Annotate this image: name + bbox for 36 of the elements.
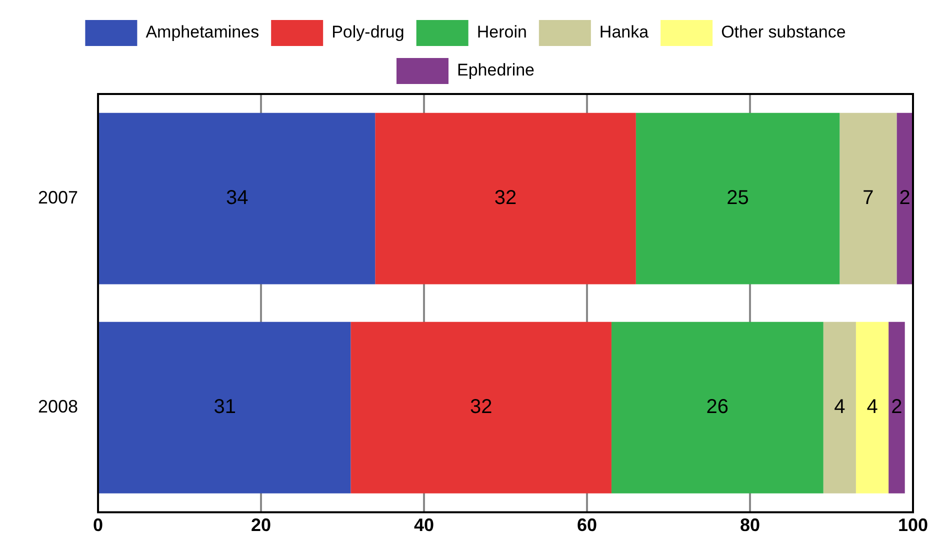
data-label: 26: [706, 396, 729, 418]
bar: [888, 322, 905, 494]
data-label: 4: [834, 396, 846, 418]
bar: [611, 322, 824, 494]
x-tick-label: 0: [93, 514, 104, 535]
data-label: 25: [726, 187, 749, 210]
data-label: 2: [891, 396, 902, 418]
x-tick-label: 80: [740, 514, 760, 535]
bar: [823, 322, 856, 494]
legend-label: Other substance: [721, 22, 846, 42]
legend-label: Ephedrine: [457, 60, 535, 80]
x-tick-label: 20: [251, 514, 272, 535]
bar: [636, 112, 840, 284]
bar: [375, 112, 636, 284]
y-tick-label: 2008: [38, 396, 78, 417]
data-label: 2: [899, 187, 910, 210]
bar: [99, 112, 376, 284]
x-tick-label: 40: [414, 514, 434, 535]
x-tick-label: 60: [577, 514, 598, 535]
data-label: 32: [494, 187, 517, 210]
bar: [896, 112, 913, 284]
data-label: 31: [214, 396, 236, 418]
bar: [350, 322, 612, 494]
bar: [99, 322, 351, 494]
legend-label: Heroin: [476, 22, 527, 42]
legend-label: Hanka: [599, 22, 650, 42]
data-label: 34: [226, 187, 248, 210]
data-label: 32: [470, 396, 492, 418]
legend-label: Poly-drug: [332, 22, 404, 42]
data-label: 7: [862, 187, 874, 210]
legend-label: Amphetamines: [146, 22, 260, 42]
x-tick-label: 100: [898, 514, 928, 535]
bar: [856, 322, 889, 494]
data-label: 4: [866, 396, 878, 418]
y-tick-label: 2007: [38, 188, 78, 208]
bar: [840, 112, 897, 284]
